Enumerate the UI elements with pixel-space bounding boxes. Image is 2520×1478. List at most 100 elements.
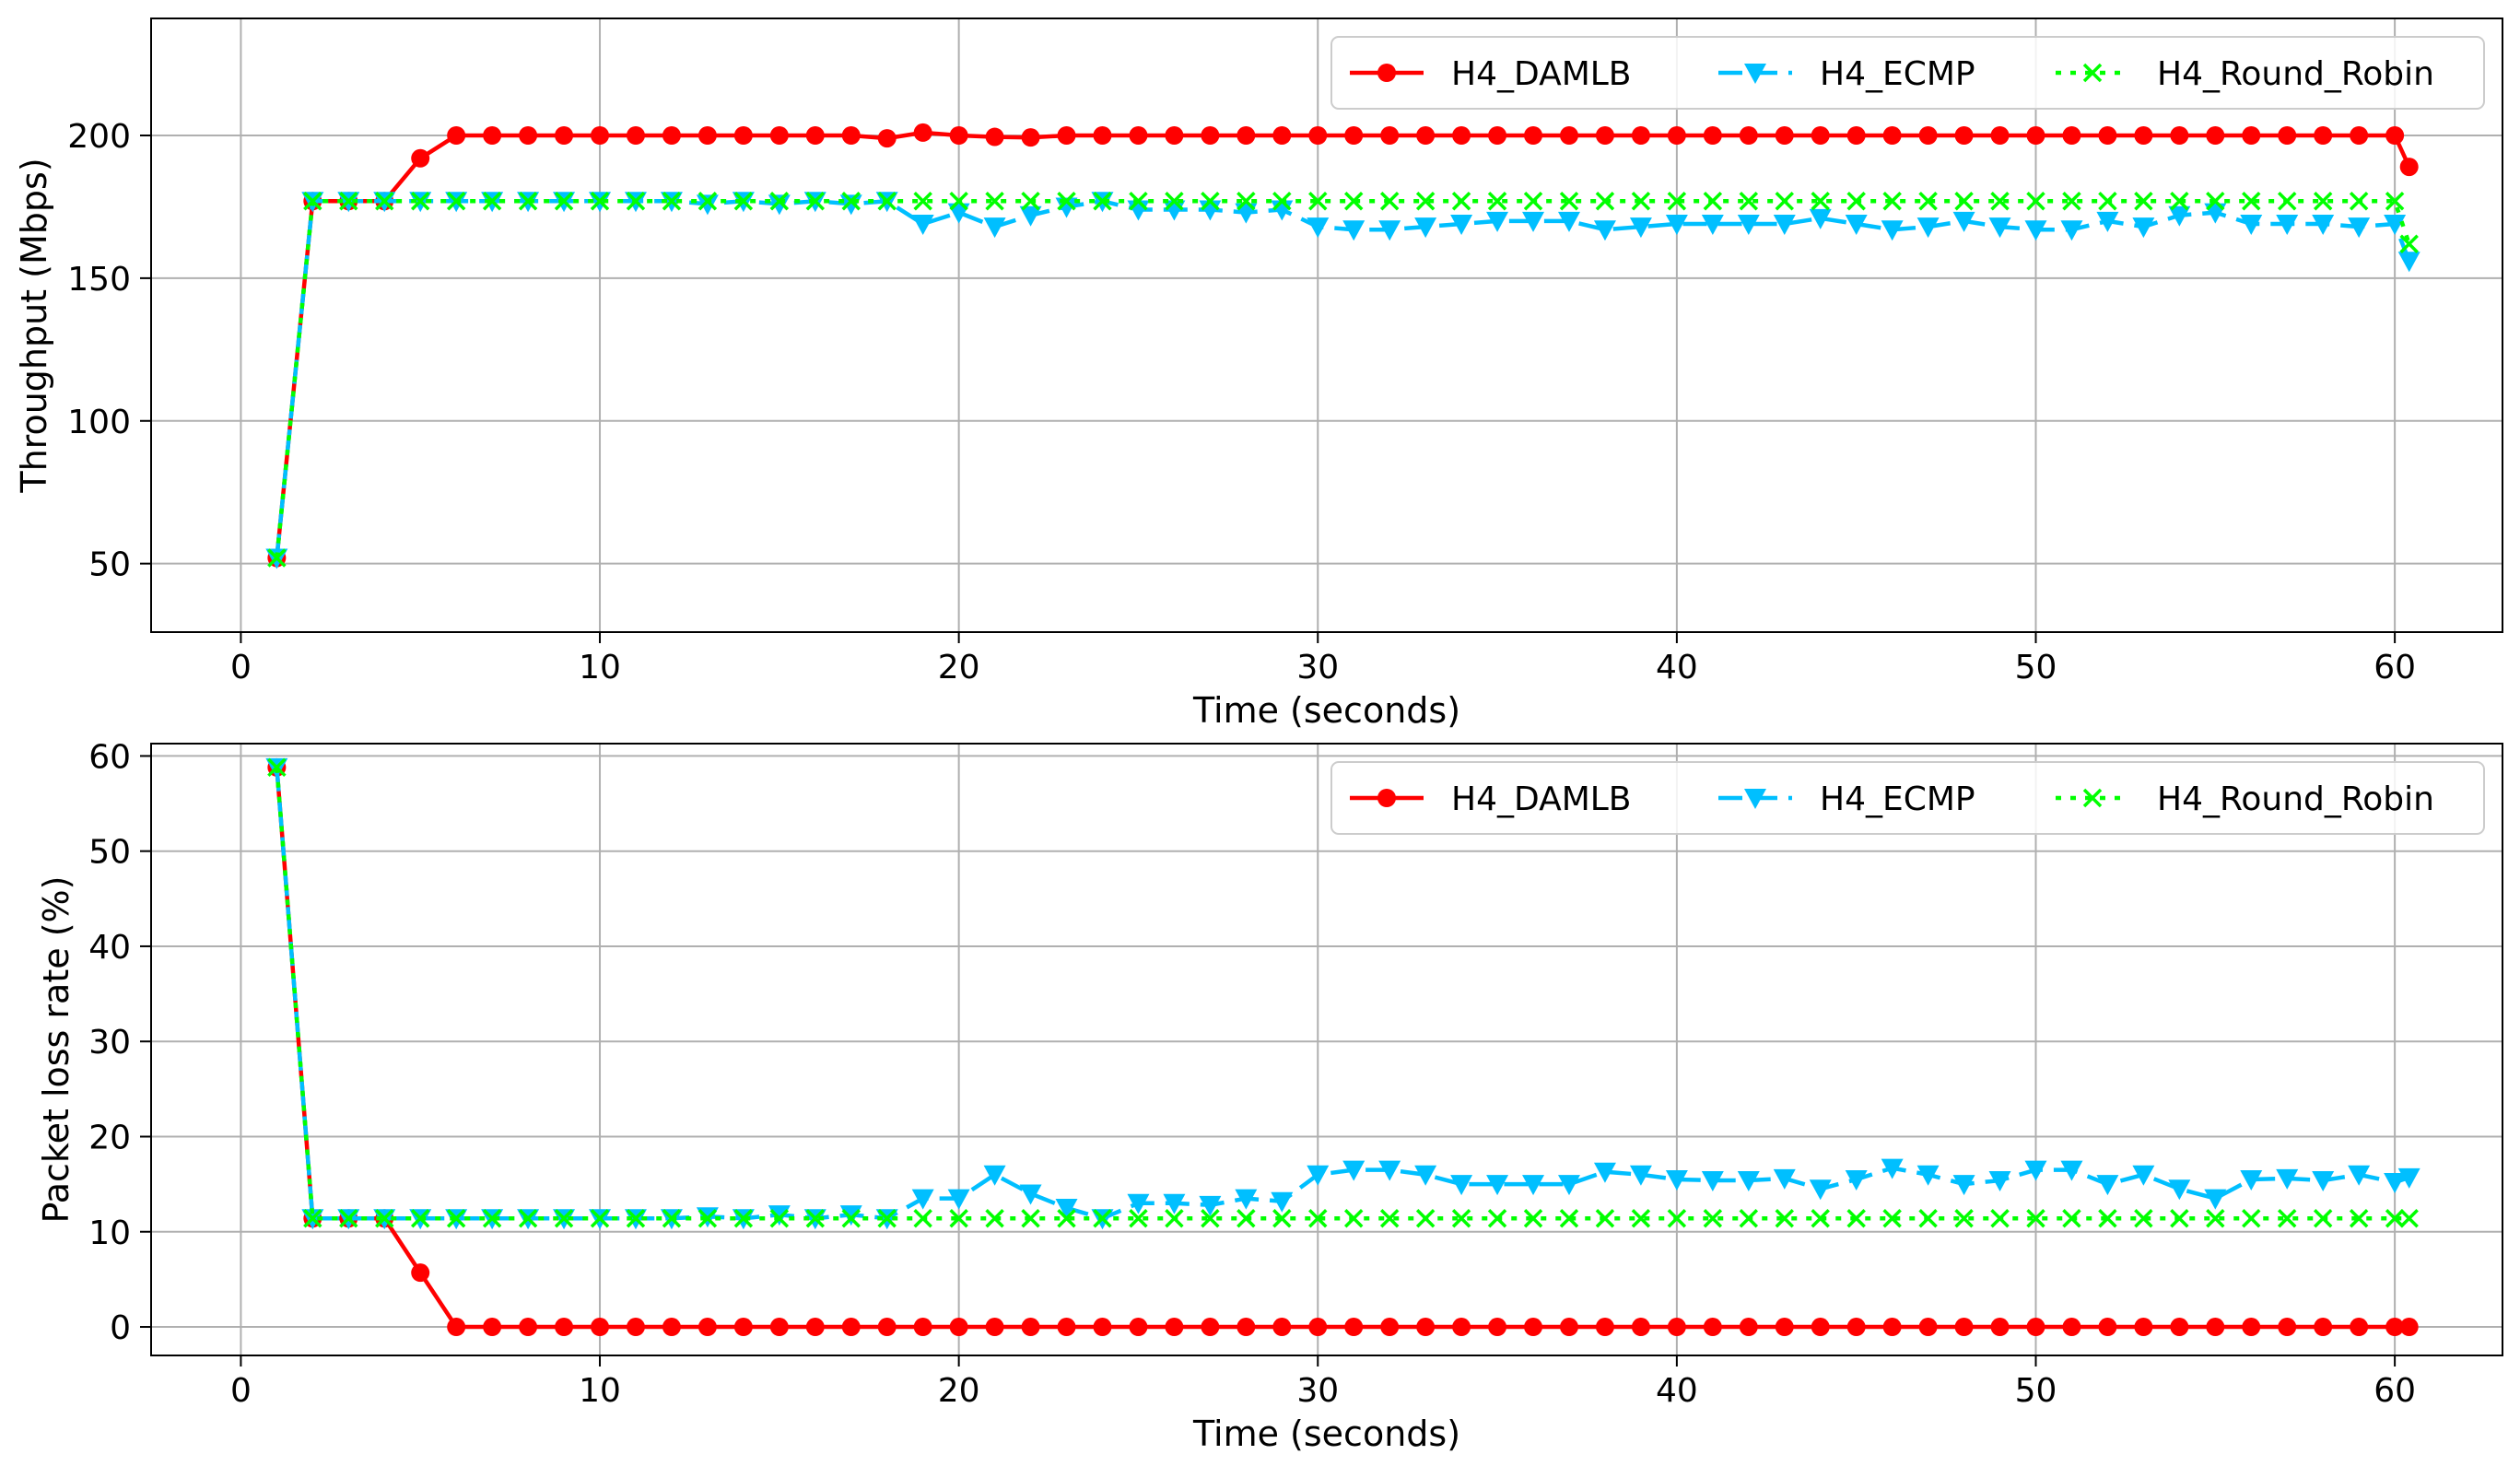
data-point [2276, 215, 2299, 236]
data-point [2134, 1318, 2153, 1337]
data-point [2384, 1173, 2407, 1194]
data-point [1952, 1175, 1975, 1196]
data-point [1486, 211, 1509, 232]
data-point [1918, 1318, 1938, 1337]
data-point [2350, 1318, 2369, 1337]
data-point [410, 192, 430, 211]
data-point [1990, 126, 2010, 146]
data-point [554, 192, 574, 211]
data-point [1450, 215, 1473, 236]
chart-panel-1: 0 10 20 30 40 50 60 50 100 150 200 Time (seconds) Th… [14, 18, 2503, 731]
data-point [2240, 215, 2263, 236]
data-point [2096, 211, 2119, 232]
data-point [1165, 1209, 1184, 1228]
data-point [1775, 126, 1794, 146]
y-tick-label: 200 [67, 118, 131, 156]
data-point [1414, 217, 1437, 239]
legend-marker [1744, 64, 1766, 84]
data-point [1379, 1209, 1400, 1228]
data-point [913, 1209, 932, 1228]
data-point [1593, 1162, 1616, 1183]
data-point [1093, 126, 1112, 146]
data-point [1199, 1195, 1222, 1216]
data-point [1703, 192, 1723, 211]
data-point [2399, 1318, 2419, 1337]
data-point [1775, 192, 1794, 211]
data-point [1201, 1318, 1220, 1337]
data-point [2098, 1209, 2117, 1228]
data-point [2385, 1318, 2405, 1337]
data-point [339, 192, 358, 211]
data-point [1343, 1209, 1364, 1228]
data-point [303, 1209, 322, 1228]
data-point [518, 1209, 538, 1228]
data-point [1916, 217, 1940, 239]
data-point [2026, 192, 2045, 211]
legend-label: H4_Round_Robin [2157, 780, 2434, 818]
data-point [1057, 192, 1076, 211]
data-point [1342, 220, 1365, 241]
data-point [949, 192, 968, 211]
x-tick-label: 0 [230, 649, 252, 686]
data-point [2312, 1170, 2335, 1191]
data-point [1846, 1318, 1866, 1337]
data-point [2277, 192, 2297, 211]
data-point [1845, 215, 1868, 236]
data-point [805, 1318, 825, 1337]
data-point [2385, 192, 2405, 211]
data-point [805, 126, 825, 146]
x-axis-label: Time (seconds) [1192, 1413, 1460, 1454]
data-point [1237, 126, 1256, 146]
data-point [1415, 192, 1436, 211]
data-point [1057, 126, 1076, 146]
data-point [626, 126, 645, 146]
data-point [2277, 1209, 2297, 1228]
data-point [839, 1205, 862, 1226]
data-point [877, 129, 897, 148]
data-point [1775, 1209, 1794, 1228]
data-point [1629, 217, 1652, 239]
data-point [1667, 1209, 1687, 1228]
data-point [911, 1189, 934, 1210]
data-point [841, 1318, 861, 1337]
data-point [2313, 192, 2333, 211]
legend-marker [2082, 63, 2103, 83]
data-point [303, 192, 322, 211]
data-point [1307, 1165, 1330, 1186]
data-point [1057, 1209, 1076, 1228]
data-point [1379, 192, 1400, 211]
data-point [1703, 126, 1722, 146]
data-point [2168, 205, 2191, 227]
data-point [518, 192, 538, 211]
data-point [769, 1209, 790, 1228]
data-point [2062, 1209, 2081, 1228]
data-point [2134, 1209, 2153, 1228]
data-point [985, 127, 1004, 147]
data-point [339, 1209, 358, 1228]
data-point [1811, 126, 1830, 146]
data-point [410, 1209, 430, 1228]
data-point [1271, 1191, 1294, 1213]
data-point [913, 192, 932, 211]
data-point [1235, 1189, 1258, 1210]
y-tick-label: 150 [67, 261, 131, 299]
data-point [1629, 1165, 1652, 1186]
y-axis-label: Packet loss rate (%) [36, 876, 76, 1224]
data-point [626, 192, 646, 211]
data-point [1559, 1318, 1578, 1337]
data-point [2242, 126, 2261, 146]
data-point [1380, 126, 1400, 146]
y-tick-label: 0 [110, 1309, 131, 1347]
data-point [2098, 1318, 2117, 1337]
data-point [1415, 1209, 1436, 1228]
data-point [483, 1318, 502, 1337]
legend-label: H4_Round_Robin [2157, 55, 2434, 93]
data-point [2349, 192, 2369, 211]
data-point [841, 192, 861, 211]
data-point [1665, 215, 1688, 236]
data-point [1775, 1318, 1794, 1337]
data-point [411, 1263, 430, 1283]
data-point [1811, 1318, 1830, 1337]
series-line [275, 199, 2411, 558]
